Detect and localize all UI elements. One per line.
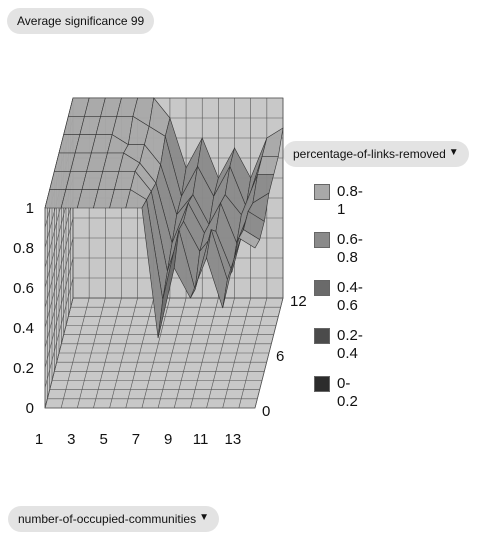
legend-swatch	[314, 280, 330, 296]
y-tick-label: 0	[262, 403, 270, 420]
chart-surface	[44, 97, 284, 339]
side-wall-gridline	[44, 257, 74, 369]
legend-swatch	[314, 184, 330, 200]
legend-swatch	[314, 376, 330, 392]
side-wall-gridline	[44, 277, 74, 389]
significance-label: Average significance 99	[17, 14, 145, 28]
side-wall-gridline	[44, 297, 74, 409]
x-variable-label: number-of-occupied-communities	[18, 512, 197, 526]
legend-variable-selector[interactable]: percentage-of-links-removed ▼	[283, 141, 469, 167]
side-wall-gridline	[44, 197, 74, 309]
z-tick-label: 0.4	[13, 320, 34, 337]
x-tick-label: 3	[67, 431, 75, 448]
legend-label: 0-0.2	[337, 375, 358, 410]
legend-swatch	[314, 232, 330, 248]
legend-label: 0.8-1	[337, 183, 363, 218]
legend-variable-label: percentage-of-links-removed	[293, 147, 446, 161]
legend-label: 0.6-0.8	[337, 231, 363, 266]
x-tick-label: 13	[225, 431, 242, 448]
x-variable-selector[interactable]: number-of-occupied-communities ▼	[8, 506, 219, 532]
x-tick-label: 1	[35, 431, 43, 448]
legend-label: 0.2-0.4	[337, 327, 363, 362]
z-tick-label: 0.8	[13, 240, 34, 257]
legend-label: 0.4-0.6	[337, 279, 363, 314]
legend-swatch	[314, 328, 330, 344]
side-wall-gridline	[44, 217, 74, 329]
dropdown-arrow-icon: ▼	[448, 147, 459, 158]
x-tick-label: 11	[193, 431, 209, 448]
z-tick-label: 0.2	[13, 360, 34, 377]
dropdown-arrow-icon: ▼	[199, 512, 209, 523]
z-tick-label: 0	[26, 400, 34, 417]
surface-patch	[238, 229, 261, 249]
x-tick-label: 7	[132, 431, 140, 448]
y-tick-label: 12	[290, 293, 307, 310]
side-wall-gridline	[44, 237, 74, 349]
x-tick-label: 9	[164, 431, 172, 448]
z-tick-label: 0.6	[13, 280, 34, 297]
z-tick-label: 1	[26, 200, 34, 217]
y-tick-label: 6	[276, 348, 284, 365]
significance-badge: Average significance 99	[7, 8, 155, 34]
x-tick-label: 5	[99, 431, 107, 448]
